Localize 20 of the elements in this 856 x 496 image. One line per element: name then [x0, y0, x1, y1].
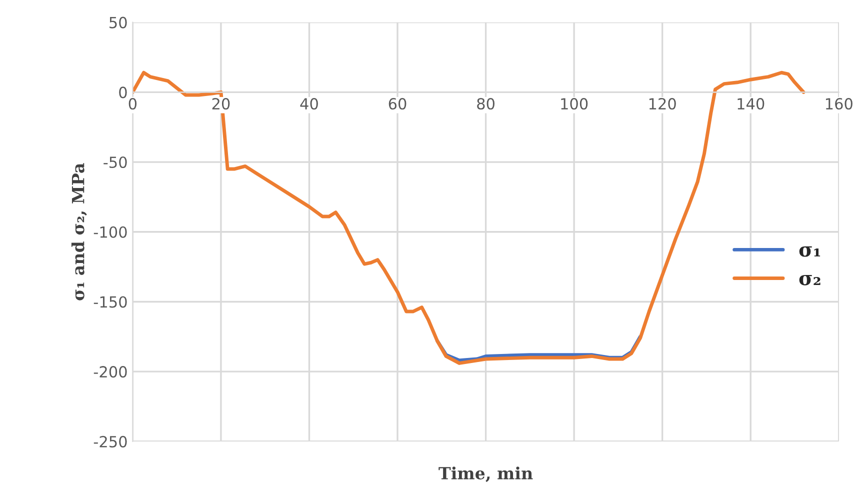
legend-label: σ₂ [799, 274, 820, 286]
x-tick-label: 160 [826, 98, 852, 110]
y-axis-title: σ₁ and σ₂, MPa [71, 163, 87, 300]
x-tick-label: 60 [388, 98, 406, 110]
y-tick-label: -250 [94, 436, 127, 448]
y-tick-label: -200 [94, 366, 127, 378]
x-tick-label: 100 [561, 98, 588, 110]
x-tick-label: 120 [649, 98, 676, 110]
x-tick-label: 80 [477, 98, 494, 110]
y-tick-label: 50 [110, 16, 127, 28]
y-tick-label: -50 [104, 156, 127, 168]
x-tick-label: 40 [300, 98, 318, 110]
y-tick-label: -150 [94, 296, 127, 308]
x-axis-title: Time, min [438, 466, 533, 482]
x-tick-label: 20 [212, 98, 230, 110]
x-tick-label: 0 [128, 98, 137, 110]
legend-label: σ₁ [799, 246, 820, 257]
y-tick-label: 0 [119, 86, 127, 98]
x-tick-label: 140 [738, 98, 764, 110]
y-tick-label: -100 [94, 226, 127, 238]
